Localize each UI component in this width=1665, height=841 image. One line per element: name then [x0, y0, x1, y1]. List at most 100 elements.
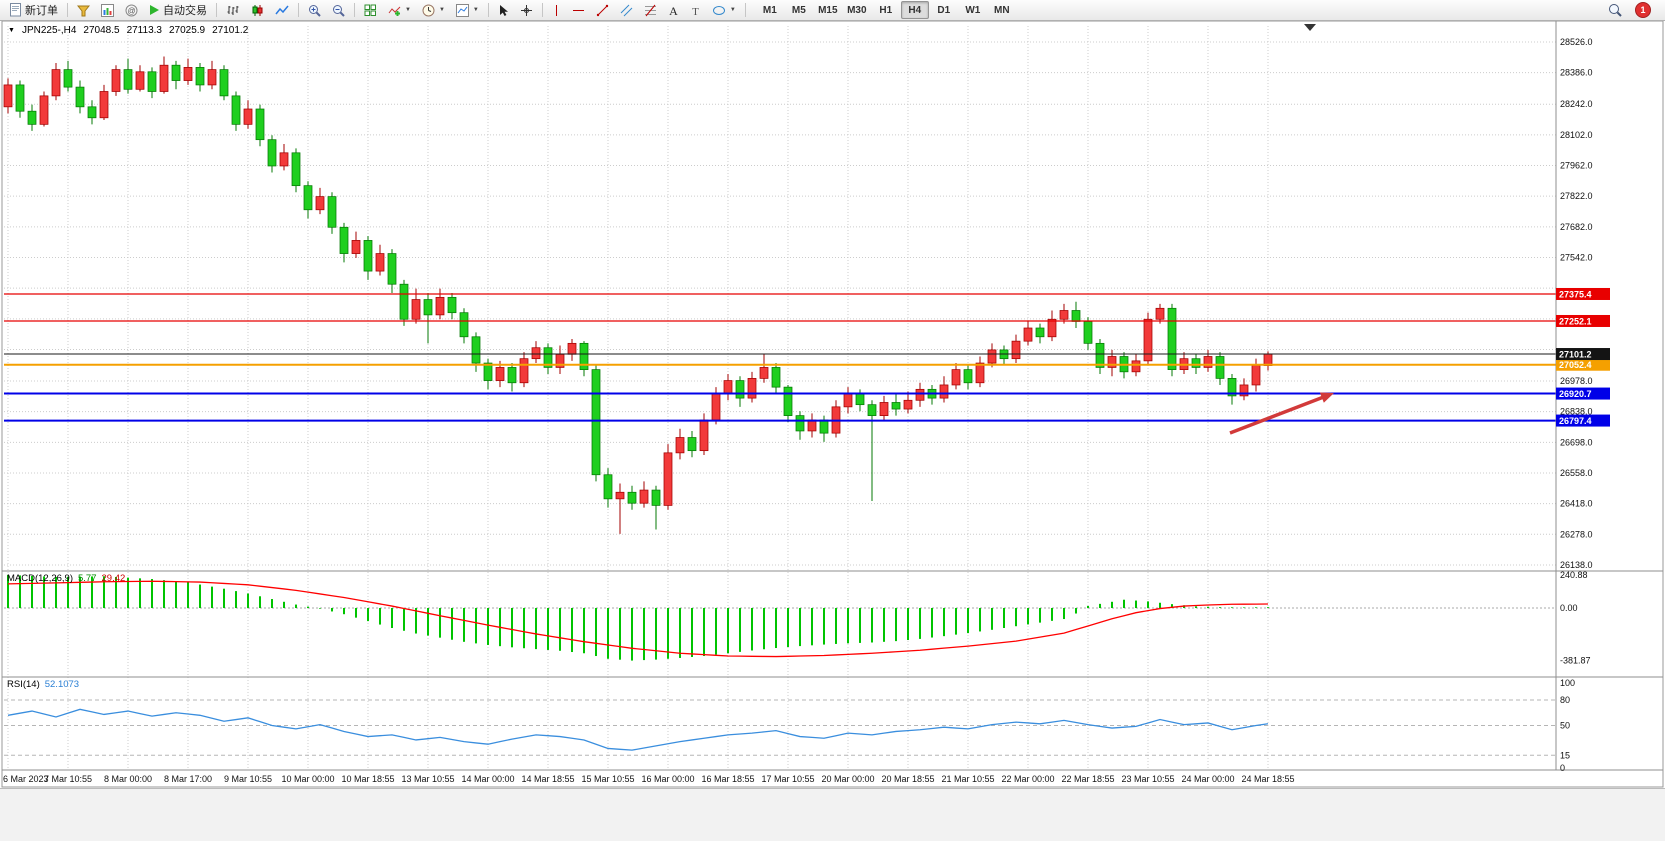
- toolbar-separator: [744, 3, 746, 17]
- svg-text:-381.87: -381.87: [1560, 656, 1591, 666]
- line-chart-icon: [275, 4, 289, 17]
- notification-badge[interactable]: 1: [1635, 2, 1651, 18]
- templates-button[interactable]: ▼: [451, 0, 484, 20]
- svg-text:20 Mar 00:00: 20 Mar 00:00: [821, 774, 874, 784]
- text-tool-icon: A: [668, 4, 679, 17]
- tile-windows-button[interactable]: [359, 0, 382, 20]
- timeframe-mn[interactable]: MN: [994, 4, 1010, 16]
- svg-text:27375.4: 27375.4: [1559, 289, 1592, 299]
- svg-text:24 Mar 00:00: 24 Mar 00:00: [1181, 774, 1234, 784]
- periods-button[interactable]: ▼: [417, 0, 450, 20]
- candlestick-mode-button[interactable]: [246, 0, 269, 20]
- search-button[interactable]: [1603, 0, 1627, 20]
- new-order-button[interactable]: 新订单: [4, 0, 63, 20]
- svg-text:10 Mar 00:00: 10 Mar 00:00: [281, 774, 334, 784]
- shapes-button[interactable]: ▼: [707, 0, 741, 20]
- autotrading-button[interactable]: 自动交易: [144, 0, 212, 20]
- toolbar-separator: [298, 3, 299, 17]
- toolbar-separator: [354, 3, 355, 17]
- metaeditor-icon: [77, 4, 90, 17]
- time-axis[interactable]: [4, 771, 1552, 787]
- vertical-line-tool-button[interactable]: [547, 0, 566, 20]
- timeframe-h1[interactable]: H1: [879, 4, 893, 16]
- rsi-pane[interactable]: [4, 678, 1552, 770]
- svg-text:0.00: 0.00: [1560, 603, 1578, 613]
- macd-signal-line: [7, 580, 1269, 658]
- toolbar-separator: [216, 3, 217, 17]
- svg-text:27682.0: 27682.0: [1560, 222, 1593, 232]
- ohlc-high: 27113.3: [126, 25, 162, 36]
- svg-text:27101.2: 27101.2: [1559, 350, 1592, 360]
- fibonacci-tool-button[interactable]: [639, 0, 662, 20]
- symbol-dropdown-icon[interactable]: ▼: [8, 27, 15, 34]
- svg-text:26418.0: 26418.0: [1560, 499, 1593, 509]
- rsi-line: [7, 708, 1269, 751]
- label-tool-button[interactable]: T: [685, 0, 706, 20]
- rsi-value: 52.1073: [44, 679, 80, 690]
- zoom-in-icon: [308, 4, 321, 17]
- community-button[interactable]: @: [120, 0, 143, 20]
- zoom-out-icon: [332, 4, 345, 17]
- svg-text:7 Mar 10:55: 7 Mar 10:55: [44, 774, 92, 784]
- chevron-down-icon: ▼: [438, 7, 445, 13]
- main-chart-area[interactable]: [4, 30, 1552, 568]
- timeframe-m5[interactable]: M5: [791, 4, 806, 16]
- timeframe-h4[interactable]: H4: [900, 1, 929, 19]
- svg-text:28102.0: 28102.0: [1560, 130, 1593, 140]
- ohlc-low: 27025.9: [168, 25, 206, 36]
- svg-text:28242.0: 28242.0: [1560, 99, 1593, 109]
- bar-chart-mode-button[interactable]: [221, 0, 245, 20]
- svg-text:13 Mar 10:55: 13 Mar 10:55: [401, 774, 454, 784]
- svg-text:A: A: [669, 4, 678, 17]
- community-icon: @: [125, 4, 138, 17]
- clock-icon: [422, 4, 435, 17]
- shapes-icon: [712, 4, 726, 17]
- trendline-tool-button[interactable]: [591, 0, 614, 20]
- line-chart-mode-button[interactable]: [270, 0, 294, 20]
- svg-text:26797.4: 26797.4: [1559, 416, 1592, 426]
- indicators-button[interactable]: ▼: [383, 0, 416, 20]
- svg-text:21 Mar 10:55: 21 Mar 10:55: [941, 774, 994, 784]
- strategy-tester-button[interactable]: [96, 0, 119, 20]
- timeframe-m30[interactable]: M30: [847, 4, 867, 16]
- new-order-label: 新订单: [25, 5, 58, 17]
- svg-text:15: 15: [1560, 750, 1570, 760]
- tile-windows-icon: [364, 4, 377, 17]
- macd-name: MACD(12,26,9): [7, 573, 73, 584]
- timeframe-w1[interactable]: W1: [965, 4, 981, 16]
- timeframe-m1[interactable]: M1: [762, 4, 777, 16]
- chevron-down-icon: ▼: [472, 7, 479, 13]
- svg-text:24 Mar 18:55: 24 Mar 18:55: [1241, 774, 1294, 784]
- svg-text:10 Mar 18:55: 10 Mar 18:55: [341, 774, 394, 784]
- svg-text:27052.4: 27052.4: [1559, 360, 1592, 370]
- chevron-down-icon: ▼: [729, 7, 736, 13]
- zoom-out-button[interactable]: [327, 0, 350, 20]
- horizontal-line-tool-button[interactable]: [567, 0, 590, 20]
- channel-tool-button[interactable]: [615, 0, 638, 20]
- timeframe-m15[interactable]: M15: [818, 4, 838, 16]
- timeframe-d1[interactable]: D1: [937, 4, 951, 16]
- svg-text:6 Mar 2023: 6 Mar 2023: [3, 774, 49, 784]
- svg-text:28386.0: 28386.0: [1560, 68, 1593, 78]
- svg-text:27542.0: 27542.0: [1560, 252, 1593, 262]
- ohlc-open: 27048.5: [83, 25, 120, 36]
- svg-text:27962.0: 27962.0: [1560, 161, 1593, 171]
- svg-text:27252.1: 27252.1: [1559, 316, 1592, 326]
- toolbar-separator: [487, 3, 489, 17]
- ohlc-close: 27101.2: [212, 25, 249, 36]
- strategy-tester-icon: [101, 3, 114, 17]
- text-tool-button[interactable]: A: [663, 0, 684, 20]
- symbol-info: ▼ JPN225-,H4 27048.5 27113.3 27025.9 271…: [8, 25, 248, 36]
- zoom-in-button[interactable]: [303, 0, 326, 20]
- crosshair-tool-button[interactable]: [515, 0, 538, 20]
- label-tool-icon: T: [690, 4, 701, 17]
- macd-pane[interactable]: [4, 572, 1552, 676]
- svg-text:22 Mar 00:00: 22 Mar 00:00: [1001, 774, 1054, 784]
- cursor-tool-button[interactable]: [493, 0, 514, 20]
- svg-text:23 Mar 10:55: 23 Mar 10:55: [1121, 774, 1174, 784]
- bar-chart-icon: [226, 4, 240, 17]
- svg-text:15 Mar 10:55: 15 Mar 10:55: [581, 774, 634, 784]
- metaeditor-button[interactable]: [72, 0, 95, 20]
- price-axis[interactable]: [1556, 22, 1662, 770]
